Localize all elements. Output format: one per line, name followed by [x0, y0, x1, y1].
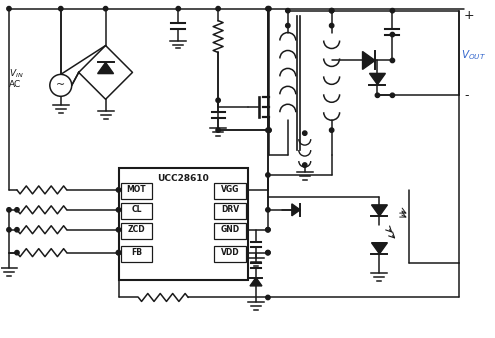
- Bar: [120, 203, 152, 219]
- Circle shape: [390, 93, 395, 97]
- Text: VGG: VGG: [221, 186, 239, 194]
- Text: MOT: MOT: [127, 186, 146, 194]
- Circle shape: [7, 6, 11, 11]
- Polygon shape: [362, 51, 375, 69]
- Circle shape: [116, 208, 121, 212]
- Circle shape: [266, 208, 270, 212]
- Circle shape: [216, 98, 220, 102]
- Circle shape: [15, 208, 19, 212]
- Text: -: -: [464, 89, 469, 102]
- Circle shape: [330, 23, 334, 28]
- Circle shape: [375, 93, 380, 97]
- Circle shape: [216, 6, 220, 11]
- Text: +: +: [464, 9, 475, 22]
- Circle shape: [216, 128, 220, 132]
- Bar: [120, 246, 152, 262]
- Text: DRV: DRV: [221, 205, 239, 214]
- Polygon shape: [369, 73, 386, 84]
- Circle shape: [7, 227, 11, 232]
- Circle shape: [330, 8, 334, 13]
- Circle shape: [116, 250, 121, 255]
- Circle shape: [15, 227, 19, 232]
- Circle shape: [267, 128, 271, 132]
- Polygon shape: [98, 63, 113, 74]
- Text: AC: AC: [9, 80, 21, 89]
- Text: CL: CL: [131, 205, 142, 214]
- Polygon shape: [371, 243, 388, 254]
- Polygon shape: [371, 205, 388, 216]
- Circle shape: [286, 23, 290, 28]
- Polygon shape: [292, 204, 300, 216]
- Text: VDD: VDD: [221, 248, 240, 257]
- Text: $V_{OUT}$: $V_{OUT}$: [461, 49, 486, 63]
- Circle shape: [266, 295, 270, 300]
- Circle shape: [116, 188, 121, 192]
- Circle shape: [176, 6, 181, 11]
- Circle shape: [390, 8, 395, 13]
- Circle shape: [58, 6, 63, 11]
- Circle shape: [50, 74, 72, 96]
- Circle shape: [116, 227, 121, 232]
- Text: UCC28610: UCC28610: [157, 174, 209, 183]
- Circle shape: [116, 250, 121, 255]
- Bar: [214, 183, 246, 199]
- Circle shape: [267, 128, 271, 132]
- Text: GND: GND: [220, 225, 240, 234]
- Text: FB: FB: [131, 248, 142, 257]
- Circle shape: [302, 163, 307, 167]
- Text: ZCD: ZCD: [128, 225, 145, 234]
- Circle shape: [266, 250, 270, 255]
- Circle shape: [302, 131, 307, 135]
- Text: $V_{IN}$: $V_{IN}$: [9, 67, 24, 80]
- Polygon shape: [250, 277, 262, 286]
- Circle shape: [266, 173, 270, 177]
- Circle shape: [266, 227, 270, 232]
- Bar: [214, 223, 246, 239]
- Circle shape: [103, 6, 108, 11]
- Bar: [214, 203, 246, 219]
- Circle shape: [266, 128, 270, 132]
- Bar: [120, 223, 152, 239]
- Circle shape: [330, 8, 334, 13]
- Circle shape: [330, 128, 334, 132]
- Circle shape: [266, 6, 270, 11]
- Bar: [118, 168, 248, 280]
- Circle shape: [266, 227, 270, 232]
- Circle shape: [286, 8, 290, 13]
- Circle shape: [390, 58, 395, 63]
- Circle shape: [266, 250, 270, 255]
- Text: ~: ~: [56, 80, 65, 90]
- Circle shape: [15, 250, 19, 255]
- Circle shape: [390, 32, 395, 37]
- Circle shape: [267, 6, 271, 11]
- Bar: [214, 246, 246, 262]
- Circle shape: [7, 208, 11, 212]
- Bar: [120, 183, 152, 199]
